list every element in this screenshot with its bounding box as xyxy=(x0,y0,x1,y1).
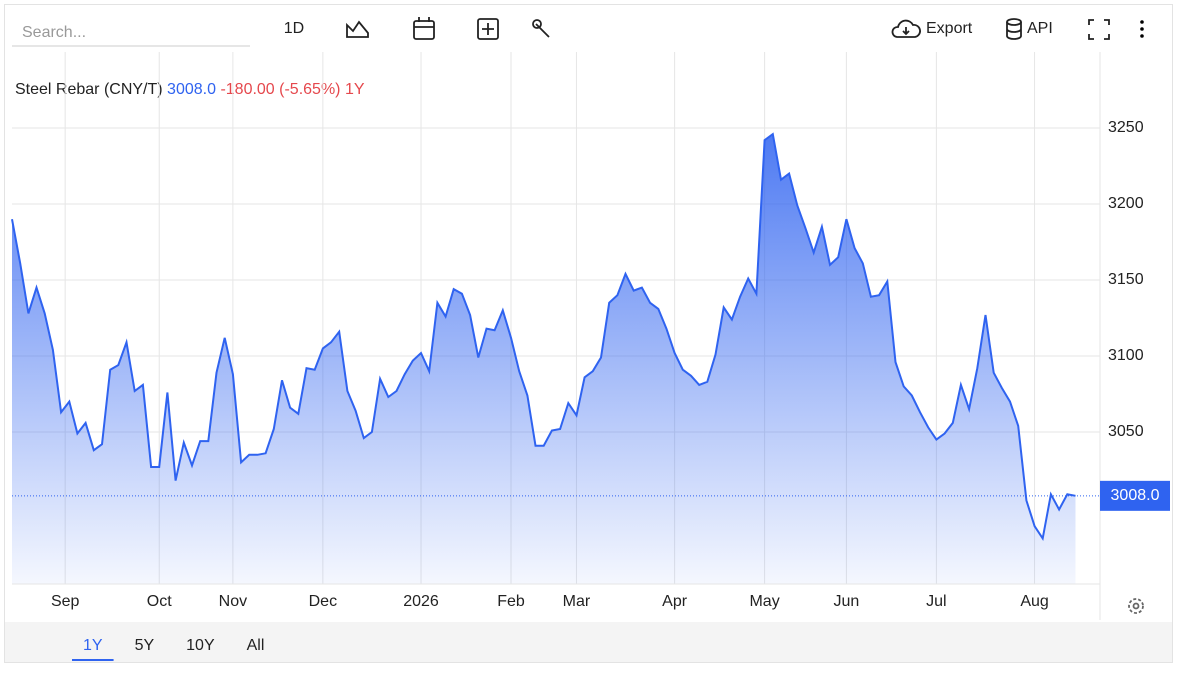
chart-type-button[interactable] xyxy=(346,20,369,38)
x-tick-label: Dec xyxy=(309,593,337,610)
area-fill xyxy=(12,134,1076,584)
x-tick-label: Mar xyxy=(563,593,591,610)
fullscreen-button[interactable] xyxy=(1088,19,1110,40)
x-tick-label: Oct xyxy=(147,593,172,610)
menu-button[interactable] xyxy=(1140,20,1144,38)
y-tick-label: 3150 xyxy=(1108,271,1144,288)
x-tick-label: Sep xyxy=(51,593,80,610)
x-tick-label: Feb xyxy=(497,593,525,610)
range-bar xyxy=(5,622,1172,662)
x-tick-label: Aug xyxy=(1020,593,1048,610)
range-button[interactable]: 10Y xyxy=(186,637,215,654)
api-label: API xyxy=(1027,20,1053,37)
x-tick-label: Jun xyxy=(834,593,860,610)
y-tick-label: 3050 xyxy=(1108,423,1144,440)
y-tick-label: 3100 xyxy=(1108,347,1144,364)
export-button[interactable]: Export xyxy=(891,19,973,38)
calendar-button[interactable] xyxy=(413,17,435,40)
x-tick-label: Apr xyxy=(662,593,688,610)
tools-button[interactable] xyxy=(532,19,550,38)
range-button[interactable]: All xyxy=(247,637,265,654)
period: 1Y xyxy=(345,81,365,98)
active-range-indicator xyxy=(72,659,114,661)
last-price: 3008.0 xyxy=(167,81,216,98)
last-price-box xyxy=(1100,480,1170,511)
price-line xyxy=(11,132,1076,542)
x-tick-label: May xyxy=(749,593,779,610)
price-change: -180.00 (-5.65%) xyxy=(220,81,340,98)
x-tick-label: 2026 xyxy=(403,593,439,610)
x-tick-label: Jul xyxy=(926,593,946,610)
x-tick-label: Nov xyxy=(219,593,247,610)
y-tick-label: 3200 xyxy=(1108,195,1144,212)
api-button[interactable]: API xyxy=(1006,18,1053,40)
chart-header: Steel Rebar (CNY/T) 3008.0 -180.00 (-5.6… xyxy=(15,81,365,98)
range-button[interactable]: 5Y xyxy=(135,637,155,654)
interval-button[interactable]: 1D xyxy=(284,20,304,37)
export-label: Export xyxy=(926,20,973,37)
search-input[interactable]: Search... xyxy=(22,24,86,41)
last-price-label: 3008.0 xyxy=(1111,487,1160,504)
add-button[interactable] xyxy=(477,18,499,40)
settings-button[interactable] xyxy=(1128,598,1144,614)
y-tick-label: 3250 xyxy=(1108,119,1144,136)
chart-title: Steel Rebar (CNY/T) xyxy=(15,81,163,98)
range-button[interactable]: 1Y xyxy=(83,637,103,654)
